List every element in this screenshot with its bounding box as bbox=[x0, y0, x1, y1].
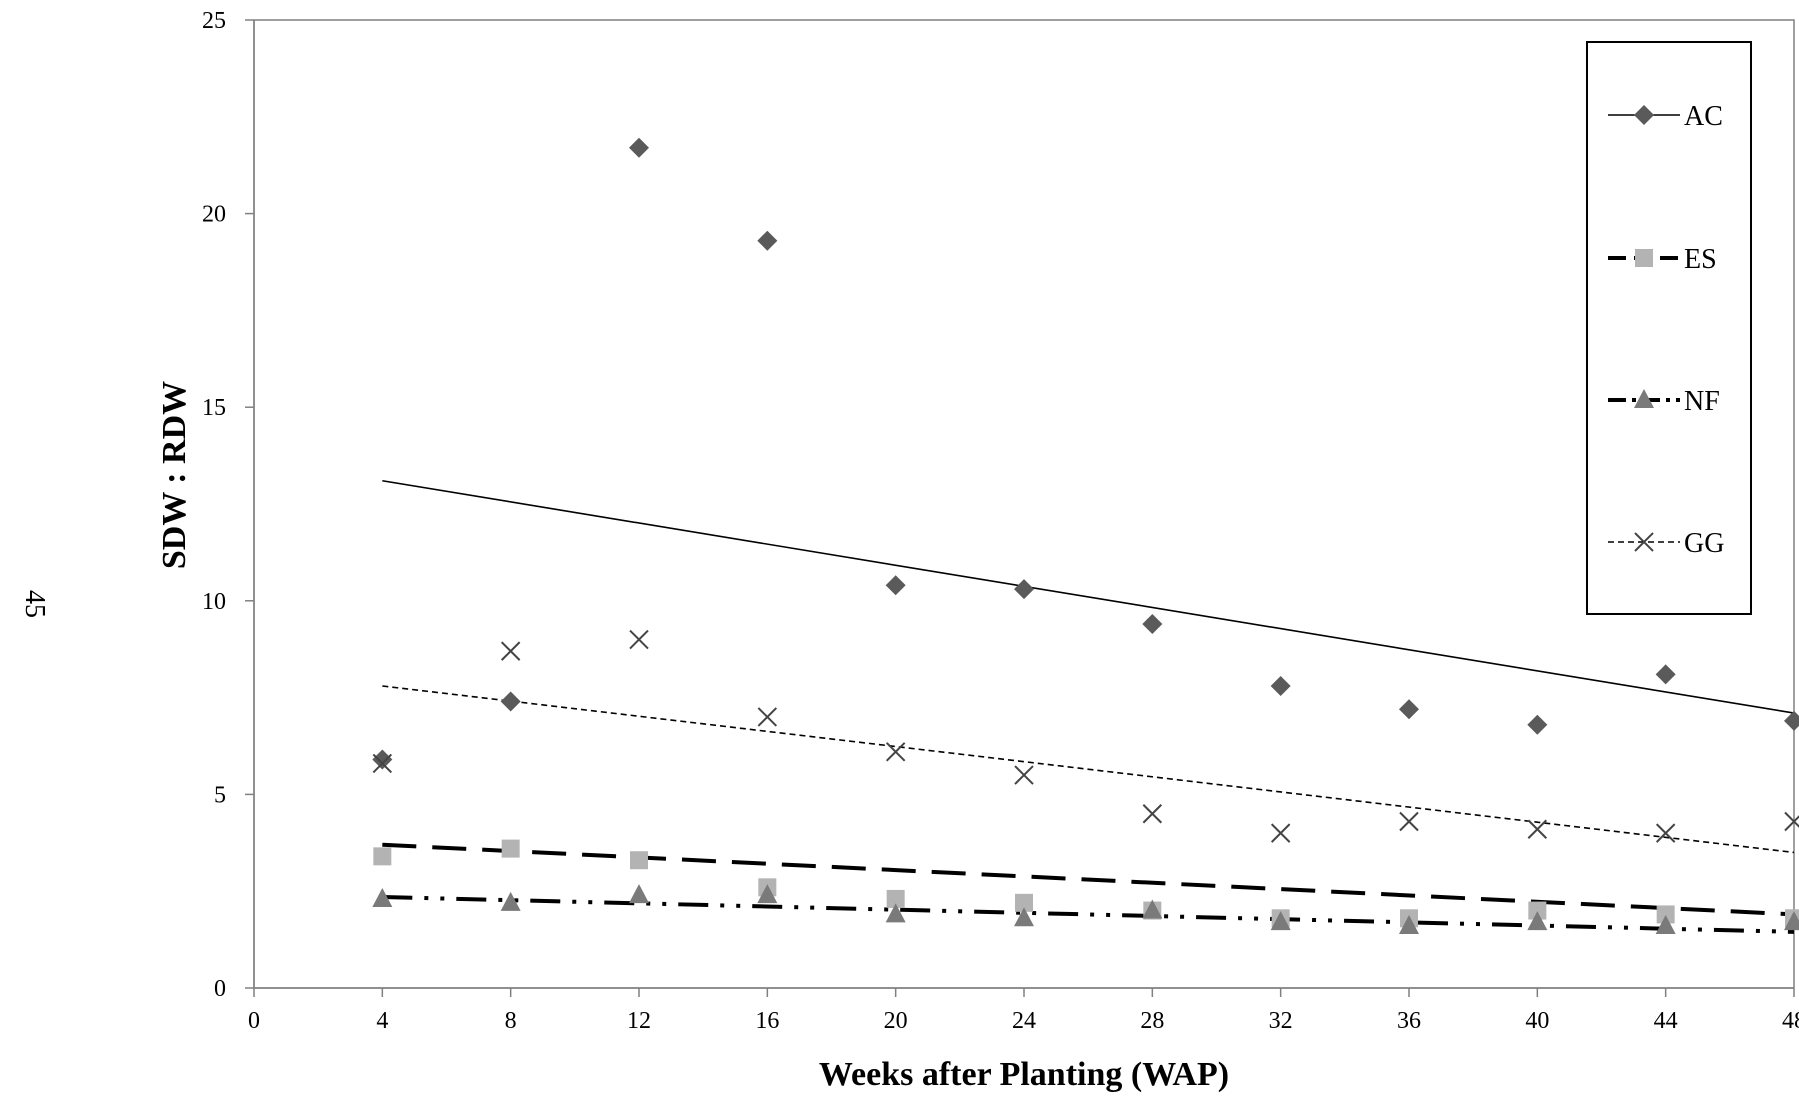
point-nf bbox=[372, 887, 393, 907]
legend-box bbox=[1586, 41, 1752, 615]
point-gg bbox=[500, 641, 521, 661]
point-ac bbox=[1014, 579, 1034, 600]
point-gg bbox=[1014, 765, 1034, 785]
point-gg bbox=[1784, 811, 1799, 832]
point-nf bbox=[1399, 915, 1419, 935]
point-es bbox=[630, 851, 648, 870]
x-tick-label: 44 bbox=[1654, 1008, 1678, 1034]
x-tick-label: 32 bbox=[1269, 1008, 1293, 1034]
legend-label-nf: NF bbox=[1684, 386, 1720, 417]
point-nf bbox=[1655, 915, 1676, 935]
y-tick-label: 10 bbox=[202, 589, 226, 615]
point-ac bbox=[1527, 714, 1548, 735]
legend-label-ac: AC bbox=[1684, 101, 1723, 132]
point-es bbox=[1015, 893, 1033, 912]
x-axis-title: Weeks after Planting (WAP) bbox=[819, 1056, 1229, 1093]
trendline-ac bbox=[382, 479, 1795, 714]
x-tick-label: 36 bbox=[1397, 1008, 1421, 1034]
point-es bbox=[1528, 901, 1547, 920]
trendline-gg bbox=[382, 685, 1795, 854]
point-ac bbox=[757, 230, 778, 251]
point-ac bbox=[885, 575, 906, 596]
y-axis-title: SDW : RDW bbox=[156, 381, 193, 569]
x-tick-label: 48 bbox=[1782, 1008, 1799, 1034]
legend-label-es: ES bbox=[1684, 244, 1717, 275]
point-nf bbox=[629, 884, 649, 904]
legend-label-gg: GG bbox=[1684, 528, 1724, 559]
data-markers bbox=[372, 137, 1799, 935]
point-nf bbox=[757, 884, 778, 904]
point-ac bbox=[1655, 664, 1676, 685]
point-gg bbox=[1655, 823, 1676, 843]
x-tick-label: 24 bbox=[1012, 1008, 1036, 1034]
point-gg bbox=[372, 753, 393, 774]
point-nf bbox=[885, 903, 906, 923]
trendlines bbox=[382, 479, 1795, 934]
point-es bbox=[1656, 905, 1675, 924]
point-ac bbox=[1399, 699, 1419, 720]
point-ac bbox=[500, 691, 521, 712]
point-gg bbox=[1527, 819, 1548, 839]
legend-marker-es bbox=[1635, 249, 1653, 267]
y-tick-label: 0 bbox=[214, 976, 226, 1002]
x-axis: 04812162024283236404448 bbox=[248, 987, 1799, 1034]
point-gg bbox=[1399, 811, 1419, 832]
point-gg bbox=[1270, 823, 1291, 843]
x-tick-label: 16 bbox=[755, 1008, 779, 1034]
legend-marker-ac bbox=[1634, 105, 1654, 125]
y-tick-label: 15 bbox=[202, 395, 226, 421]
legend: AC ES NF GG bbox=[1586, 41, 1752, 615]
x-tick-label: 40 bbox=[1525, 1008, 1549, 1034]
trendline-es bbox=[382, 842, 1795, 917]
point-nf bbox=[500, 891, 521, 911]
point-nf bbox=[1527, 911, 1548, 931]
y-tick-label: 5 bbox=[214, 782, 226, 808]
point-nf bbox=[1142, 899, 1163, 919]
y-tick-label: 25 bbox=[202, 8, 226, 34]
page-number: 45 bbox=[19, 590, 50, 618]
y-axis: 0 5 10 15 20 25 bbox=[202, 8, 255, 1002]
x-tick-label: 28 bbox=[1140, 1008, 1164, 1034]
point-gg bbox=[629, 629, 649, 650]
point-ac bbox=[1270, 675, 1291, 696]
point-ac bbox=[629, 137, 649, 158]
point-nf bbox=[1784, 911, 1799, 931]
x-tick-label: 4 bbox=[376, 1008, 388, 1034]
point-gg bbox=[885, 742, 906, 762]
x-tick-label: 12 bbox=[627, 1008, 651, 1034]
point-gg bbox=[1142, 804, 1163, 824]
point-es bbox=[886, 889, 905, 908]
point-es bbox=[373, 847, 392, 866]
x-tick-label: 0 bbox=[248, 1008, 260, 1034]
x-tick-label: 8 bbox=[505, 1008, 517, 1034]
point-nf bbox=[1270, 911, 1291, 931]
point-ac bbox=[372, 749, 393, 770]
trendline-nf bbox=[382, 895, 1795, 934]
y-tick-label: 20 bbox=[202, 202, 226, 228]
point-ac bbox=[1784, 710, 1799, 731]
plot-area bbox=[253, 19, 1795, 989]
point-nf bbox=[1014, 907, 1034, 927]
point-es bbox=[501, 839, 520, 858]
point-gg bbox=[757, 707, 778, 727]
point-ac bbox=[1142, 614, 1163, 635]
legend-marker-gg bbox=[1634, 532, 1654, 552]
legend-marker-nf bbox=[1634, 389, 1654, 408]
x-tick-label: 20 bbox=[884, 1008, 908, 1034]
